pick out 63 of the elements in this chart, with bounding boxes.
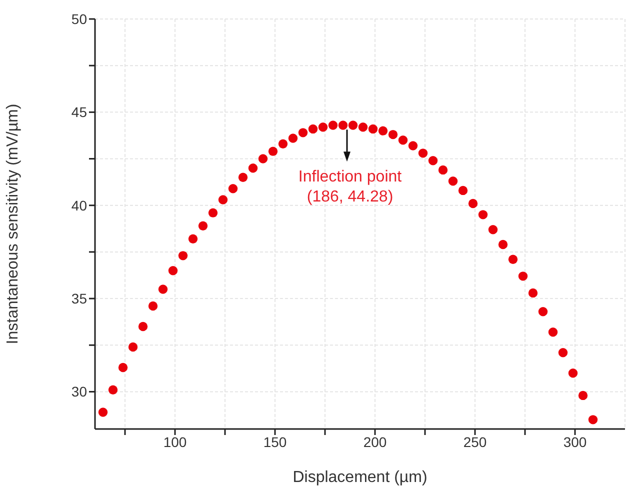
point — [418, 148, 428, 158]
point — [148, 301, 158, 311]
x-tick-label: 300 — [563, 434, 587, 450]
point — [288, 134, 298, 143]
point — [278, 139, 288, 148]
point — [368, 124, 378, 134]
point — [578, 390, 588, 400]
annotation: Inflection point (186, 44.28) — [298, 168, 402, 206]
point — [478, 210, 488, 220]
point — [178, 251, 188, 260]
point — [488, 224, 498, 234]
point — [458, 186, 468, 196]
point — [168, 266, 178, 276]
point — [448, 176, 458, 186]
point — [248, 163, 258, 173]
point — [468, 198, 478, 208]
y-tick-label: 50 — [71, 10, 88, 27]
point — [518, 272, 528, 281]
point — [128, 342, 138, 352]
y-tick-label: 40 — [71, 197, 88, 214]
point — [258, 154, 268, 164]
x-axis-title: Displacement (µm) — [292, 469, 428, 486]
point — [228, 184, 238, 194]
point — [108, 385, 118, 394]
point — [398, 136, 408, 145]
point — [138, 322, 148, 332]
point — [548, 327, 558, 337]
y-tick-label: 35 — [71, 290, 88, 307]
point — [328, 120, 338, 130]
point — [588, 415, 598, 424]
point — [508, 254, 518, 264]
point — [428, 156, 438, 166]
point — [408, 141, 418, 150]
point — [338, 120, 348, 130]
x-tick-label: 250 — [463, 434, 487, 450]
point — [218, 195, 228, 204]
point — [378, 126, 388, 136]
x-tick-label: 100 — [163, 434, 187, 450]
point — [358, 122, 368, 132]
point — [388, 130, 398, 140]
point — [528, 288, 538, 298]
point — [318, 122, 328, 132]
y-tick-label: 30 — [71, 384, 88, 400]
point — [188, 234, 198, 244]
point — [98, 408, 108, 417]
point — [438, 165, 448, 175]
point — [348, 120, 358, 130]
y-tick-label: 45 — [71, 104, 88, 120]
y-axis-title: Instantaneous sensitivity (mV/µm) — [4, 104, 22, 344]
point — [308, 124, 318, 134]
point — [298, 128, 308, 138]
point — [208, 208, 218, 218]
x-tick-label: 150 — [263, 434, 287, 450]
x-tick-label: 200 — [363, 434, 387, 450]
point — [568, 368, 578, 378]
point — [538, 306, 548, 316]
point — [118, 362, 128, 372]
point — [268, 146, 278, 156]
point — [558, 348, 568, 358]
point — [158, 284, 168, 294]
point — [498, 240, 508, 250]
point — [198, 221, 208, 230]
point — [238, 172, 248, 182]
